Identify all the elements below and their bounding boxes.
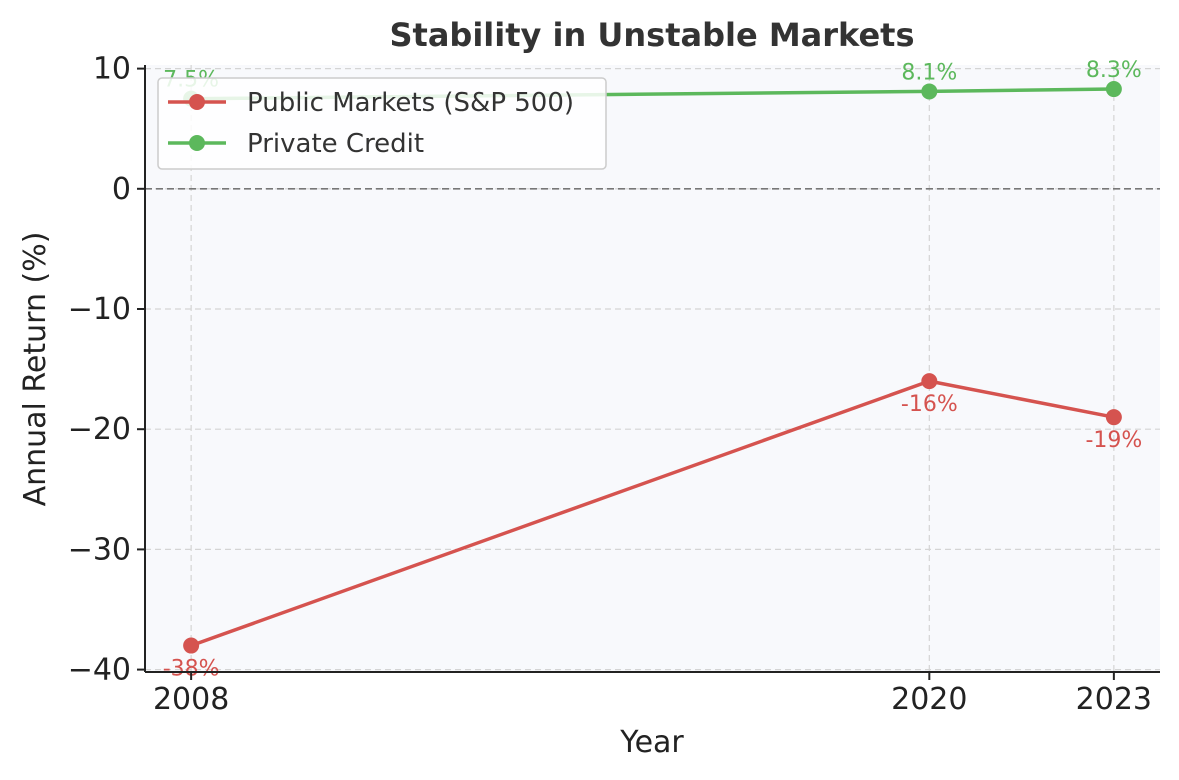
legend-box	[157, 77, 607, 170]
data-point	[1105, 409, 1122, 426]
data-label: 8.3%	[1086, 58, 1142, 83]
y-tick-label: 0	[112, 172, 131, 207]
y-tick-label: −30	[68, 532, 131, 567]
x-tick-label: 2008	[153, 682, 229, 717]
data-label: 8.1%	[901, 60, 957, 85]
data-point	[921, 373, 938, 390]
y-ticks: −40 −30 −20 −10 0 10	[68, 52, 145, 688]
x-axis-label: Year	[619, 725, 684, 760]
legend-swatch-marker-public	[189, 94, 205, 110]
legend-label-private-credit: Private Credit	[247, 129, 424, 159]
y-tick-label: 10	[93, 52, 131, 87]
legend-swatch-marker-private	[189, 135, 205, 151]
chart-title: Stability in Unstable Markets	[389, 16, 914, 54]
axes	[144, 65, 1160, 673]
legend-label-public-markets: Public Markets (S&P 500)	[247, 88, 574, 118]
y-axis-label: Annual Return (%)	[18, 232, 53, 507]
data-label: -16%	[901, 392, 958, 417]
data-point	[921, 83, 938, 100]
data-label: -19%	[1085, 428, 1142, 453]
x-ticks: 2008 2020 2023	[153, 672, 1152, 717]
y-tick-label: −20	[68, 412, 131, 447]
x-tick-label: 2020	[891, 682, 967, 717]
y-tick-label: −10	[68, 292, 131, 327]
x-tick-label: 2023	[1076, 682, 1152, 717]
data-point	[183, 637, 200, 654]
y-tick-label: −40	[68, 653, 131, 688]
data-point	[1105, 81, 1122, 98]
legend: Public Markets (S&P 500) Private Credit	[157, 77, 607, 170]
